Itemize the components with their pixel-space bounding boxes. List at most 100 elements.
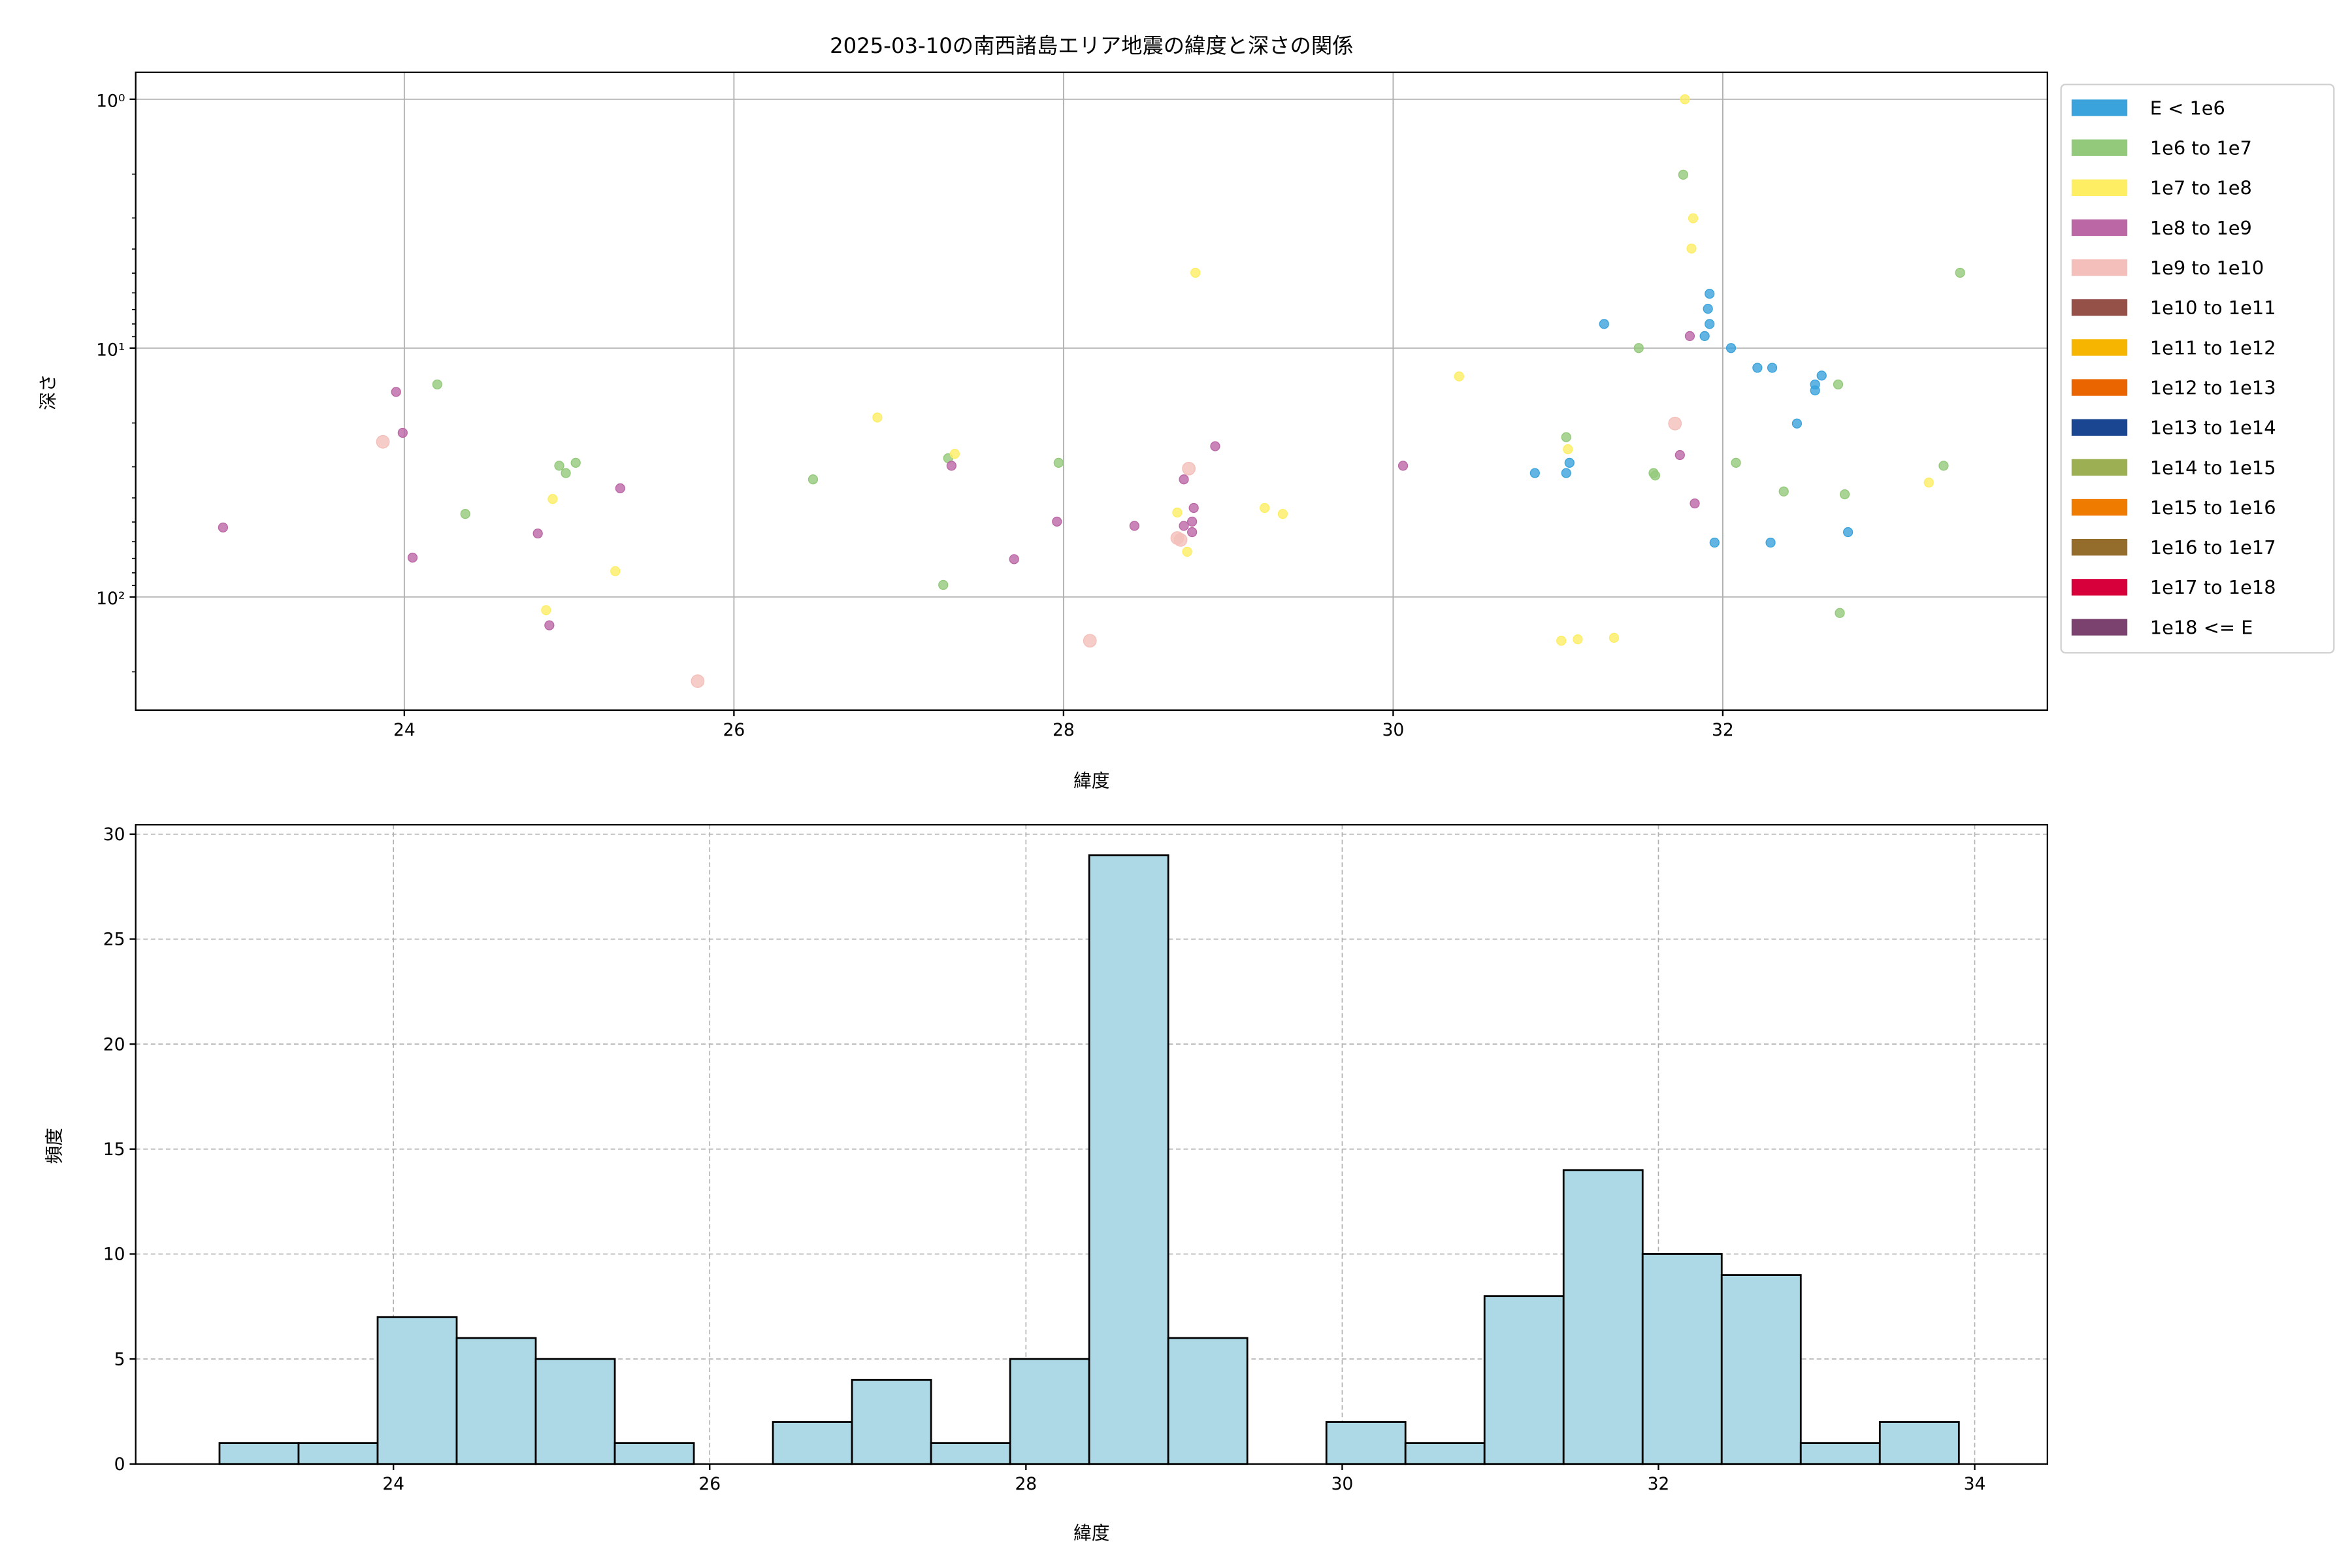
data-point — [1674, 449, 1685, 461]
histogram-bar — [1878, 1421, 1960, 1465]
data-point — [218, 522, 229, 533]
data-point — [1688, 213, 1699, 223]
legend-label: 1e8 to 1e9 — [2150, 217, 2252, 239]
data-point — [1053, 457, 1064, 468]
data-point — [1563, 444, 1573, 455]
data-point — [1810, 385, 1820, 396]
legend-label: 1e15 to 1e16 — [2150, 497, 2276, 519]
data-point — [1938, 461, 1949, 471]
data-point — [1705, 289, 1715, 299]
histogram-bar — [613, 1442, 695, 1465]
y-tick-label: 10¹ — [96, 340, 125, 360]
histogram-bar — [1562, 1169, 1644, 1465]
y-tick-label: 25 — [103, 930, 125, 950]
plot-frame — [135, 71, 2048, 711]
legend-swatch — [2071, 99, 2128, 116]
data-point — [397, 427, 408, 438]
data-point — [1609, 632, 1620, 643]
x-tick-label: 24 — [393, 720, 416, 740]
data-point — [1182, 461, 1196, 476]
data-point — [1835, 608, 1845, 618]
histogram-bar — [1799, 1442, 1881, 1465]
histogram-bar — [1167, 1337, 1249, 1465]
y-tick-label: 10⁰ — [96, 91, 125, 111]
data-point — [1179, 474, 1189, 485]
data-point — [1187, 527, 1198, 538]
histogram-plot: 24 26 28 30 32 34 0 5 10 15 20 25 30 — [103, 824, 2048, 1494]
histogram-bar — [376, 1316, 458, 1465]
data-point — [407, 552, 418, 563]
data-point — [544, 620, 555, 630]
legend-swatch — [2071, 579, 2128, 596]
data-point — [1778, 486, 1789, 497]
x-tick-label: 26 — [698, 1474, 721, 1494]
data-point — [1172, 507, 1183, 518]
x-tick-label: 34 — [1964, 1474, 1986, 1494]
data-point — [946, 461, 956, 471]
data-point — [1188, 502, 1199, 514]
data-point — [1129, 521, 1139, 531]
data-point — [1556, 636, 1567, 646]
histogram-bar — [930, 1442, 1011, 1465]
y-tick-label: 10 — [103, 1245, 125, 1265]
data-point — [570, 457, 581, 468]
legend-swatch — [2071, 259, 2128, 276]
legend-label: 1e14 to 1e15 — [2150, 457, 2276, 479]
legend-label: 1e11 to 1e12 — [2150, 336, 2276, 359]
y-tick-label: 10² — [96, 589, 125, 609]
data-point — [949, 448, 960, 459]
data-point — [547, 494, 558, 504]
data-point — [938, 580, 949, 590]
data-point — [1923, 477, 1934, 488]
data-point — [615, 483, 625, 494]
data-point — [872, 412, 883, 423]
data-point — [376, 434, 390, 449]
data-point — [691, 674, 705, 688]
data-point — [1765, 537, 1776, 548]
data-point — [1260, 502, 1270, 514]
data-point — [1182, 546, 1192, 557]
data-point — [1709, 537, 1720, 548]
legend-swatch — [2071, 139, 2128, 156]
data-point — [1767, 363, 1778, 373]
data-point — [1397, 461, 1409, 471]
data-point — [1561, 432, 1571, 442]
data-point — [1690, 498, 1700, 509]
x-tick-label: 26 — [723, 720, 745, 740]
legend-swatch — [2071, 619, 2128, 636]
legend-swatch — [2071, 498, 2128, 516]
data-point — [1187, 516, 1198, 527]
legend-label: 1e18 <= E — [2150, 616, 2253, 638]
legend-swatch — [2071, 339, 2128, 356]
histogram-bar — [455, 1337, 537, 1465]
legend-swatch — [2071, 379, 2128, 396]
x-tick-label: 30 — [1331, 1474, 1354, 1494]
scatter-x-label: 緯度 — [1073, 770, 1109, 792]
data-point — [1731, 457, 1741, 468]
histogram-bar — [1404, 1442, 1486, 1465]
legend-label: 1e13 to 1e14 — [2150, 417, 2276, 439]
legend-label: 1e6 to 1e7 — [2150, 137, 2252, 159]
data-point — [1955, 267, 1965, 278]
data-point — [1680, 94, 1690, 105]
y-tick-label: 20 — [103, 1034, 125, 1054]
x-tick-label: 28 — [1015, 1474, 1037, 1494]
legend-label: 1e17 to 1e18 — [2150, 576, 2276, 598]
data-point — [1703, 303, 1713, 314]
x-tick-label: 24 — [382, 1474, 404, 1494]
data-point — [532, 528, 543, 539]
histogram-bar — [1009, 1358, 1090, 1465]
data-point — [1083, 634, 1097, 648]
histogram-bar — [1325, 1421, 1407, 1465]
data-point — [1052, 516, 1062, 527]
data-point — [1009, 554, 1019, 564]
plot-frame — [135, 824, 2048, 1465]
histogram-bar — [1641, 1253, 1723, 1465]
histogram-bar — [1720, 1274, 1802, 1465]
histogram-bar — [851, 1379, 932, 1465]
data-point — [1650, 470, 1661, 481]
legend-box — [2060, 84, 2335, 654]
data-point — [1686, 243, 1697, 253]
legend-label: 1e7 to 1e8 — [2150, 177, 2252, 199]
